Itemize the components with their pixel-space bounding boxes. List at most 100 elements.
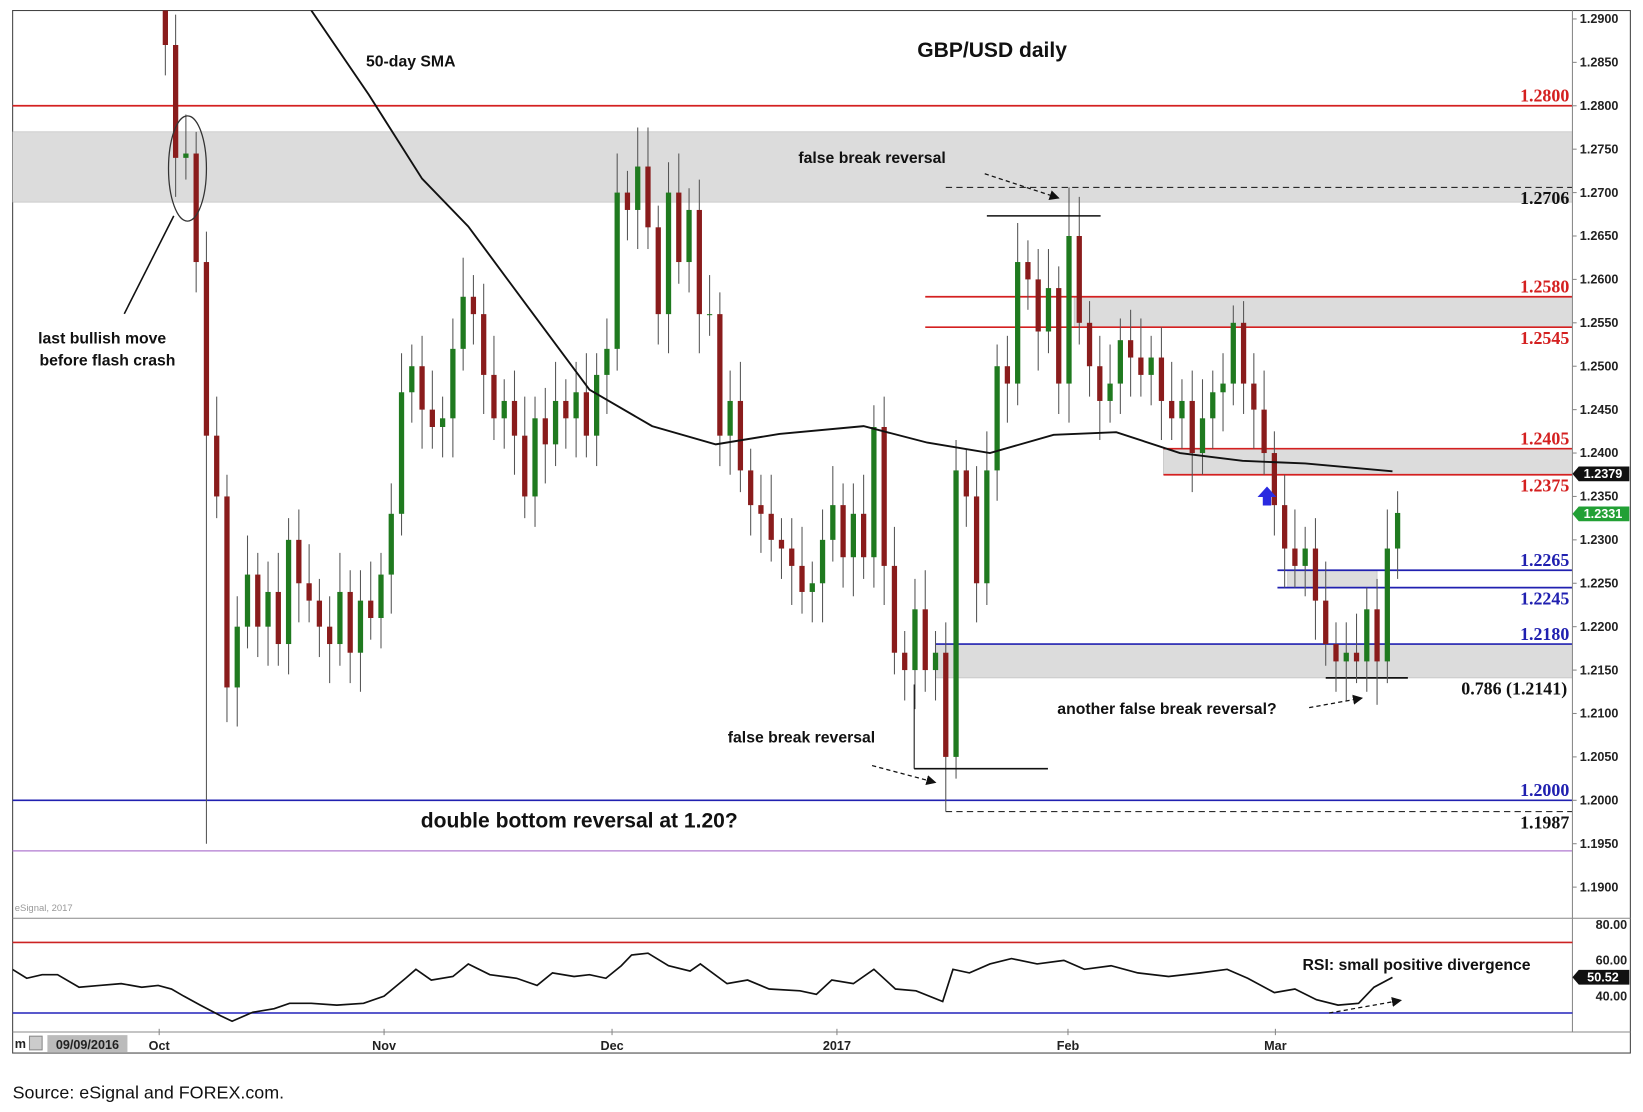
candle [963, 448, 969, 527]
candle-body [368, 600, 374, 618]
candle [645, 127, 651, 250]
candle-body [1210, 392, 1216, 419]
candle-body [1220, 383, 1226, 393]
another-false-break-arrow [1309, 694, 1364, 709]
candle [1312, 518, 1319, 640]
candle-body [522, 435, 528, 497]
candle-body [532, 418, 538, 497]
candle [1179, 379, 1185, 449]
candle [1158, 327, 1165, 441]
candle [265, 561, 271, 666]
candle [840, 483, 846, 588]
y-tick-label: 1.1950 [1580, 837, 1619, 851]
candle [357, 570, 364, 692]
candle [871, 405, 877, 588]
level-label: 1.2580 [1520, 277, 1569, 297]
candle-body [552, 400, 559, 445]
candle [1025, 240, 1031, 310]
candle [1230, 305, 1236, 406]
candle-body [439, 418, 446, 427]
candle-body [1240, 322, 1247, 384]
candle [902, 631, 908, 701]
sma-price-tag: 1.2379 [1572, 466, 1630, 482]
lock-icon[interactable] [28, 1035, 43, 1051]
candle [1292, 509, 1298, 588]
candle [665, 162, 672, 354]
y-tick-label: 1.2300 [1580, 533, 1619, 547]
date-badge[interactable] [47, 1035, 128, 1052]
candle [1076, 196, 1082, 345]
candle [614, 153, 620, 371]
candle-body [265, 591, 271, 627]
candle [337, 552, 343, 666]
candle-body [1353, 652, 1360, 662]
candle-body [717, 314, 723, 436]
candle-body [594, 374, 600, 436]
candle [850, 483, 856, 597]
candle [368, 561, 374, 640]
candle [1189, 370, 1195, 493]
candle [193, 131, 199, 293]
rsi-tick: 40.00 [1596, 989, 1628, 1003]
candle-body [789, 548, 795, 566]
rsi-divergence-label: RSI: small positive divergence [1303, 957, 1531, 974]
candle-body [984, 470, 990, 584]
candle [1333, 622, 1339, 692]
rsi-value-tag: 50.52 [1572, 969, 1630, 985]
candle [296, 509, 302, 623]
candle [1199, 379, 1206, 475]
candle [1364, 587, 1370, 692]
candle [224, 474, 230, 723]
candle [327, 596, 333, 684]
y-tick-label: 1.2850 [1580, 56, 1619, 70]
candle-body [419, 366, 425, 410]
candle-body [1292, 548, 1298, 566]
candle [830, 466, 836, 562]
candle-body [902, 652, 908, 671]
candle [306, 544, 312, 623]
candle [1169, 361, 1175, 441]
candle [398, 353, 405, 536]
sr-zone [935, 643, 1573, 679]
level-label: 1.1987 [1520, 812, 1569, 832]
candle [162, 10, 168, 76]
candle-body [1158, 357, 1165, 401]
candle [1097, 335, 1103, 441]
candle-body [306, 583, 312, 601]
y-tick-label: 1.2600 [1580, 273, 1619, 287]
candle [1138, 318, 1144, 397]
flash-crash-pointer [123, 215, 175, 315]
candle-body [891, 565, 898, 653]
flash-crash-label-1: last bullish move [38, 330, 166, 347]
candle [583, 353, 590, 458]
candle [1210, 370, 1216, 449]
candle-body [860, 513, 867, 558]
rsi-line [12, 952, 1393, 1023]
false-break-bottom-arrow [871, 764, 937, 786]
candle-body [275, 591, 281, 645]
chart-title: GBP/USD daily [917, 39, 1067, 62]
candle-body [727, 400, 733, 436]
blue-up-arrow-icon [1257, 486, 1277, 506]
candle [1343, 622, 1349, 701]
candle-body [778, 539, 785, 549]
candle [183, 114, 189, 180]
candle [1148, 335, 1154, 406]
candle [1302, 526, 1308, 597]
candle [1086, 301, 1093, 397]
candle-body [183, 153, 189, 158]
candle [604, 318, 610, 414]
candle-body [799, 565, 805, 592]
level-label: 0.786 (1.2141) [1461, 679, 1567, 700]
candle-body [1015, 262, 1021, 384]
candle [214, 396, 220, 519]
candle [737, 361, 744, 493]
candle-body [1117, 340, 1123, 384]
level-label: 1.2800 [1520, 86, 1569, 106]
candle [624, 170, 631, 241]
candle [799, 526, 805, 614]
candle [717, 292, 723, 467]
candle-body [696, 209, 702, 315]
candle-body [943, 652, 949, 757]
candle [1127, 309, 1134, 397]
